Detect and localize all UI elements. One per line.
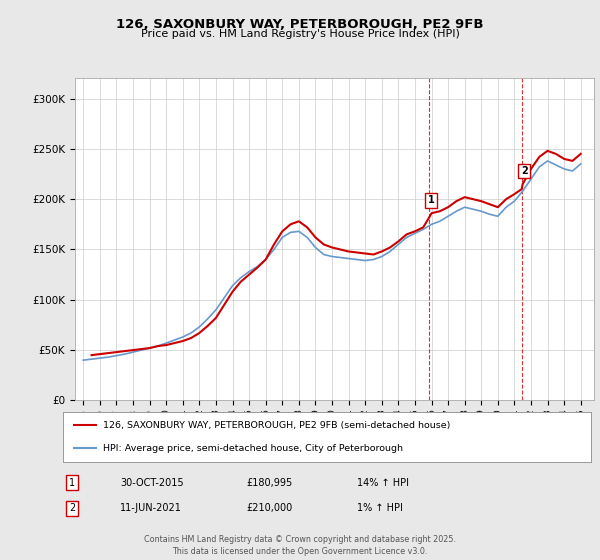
Text: £180,995: £180,995 [246,478,292,488]
Text: 126, SAXONBURY WAY, PETERBOROUGH, PE2 9FB: 126, SAXONBURY WAY, PETERBOROUGH, PE2 9F… [116,18,484,31]
Text: 30-OCT-2015: 30-OCT-2015 [120,478,184,488]
Text: 2: 2 [521,166,527,176]
Text: 1% ↑ HPI: 1% ↑ HPI [357,503,403,514]
Text: 11-JUN-2021: 11-JUN-2021 [120,503,182,514]
Text: 14% ↑ HPI: 14% ↑ HPI [357,478,409,488]
Text: Price paid vs. HM Land Registry's House Price Index (HPI): Price paid vs. HM Land Registry's House … [140,29,460,39]
Text: 1: 1 [428,195,434,205]
Text: HPI: Average price, semi-detached house, City of Peterborough: HPI: Average price, semi-detached house,… [103,444,403,453]
Text: £210,000: £210,000 [246,503,292,514]
Text: 126, SAXONBURY WAY, PETERBOROUGH, PE2 9FB (semi-detached house): 126, SAXONBURY WAY, PETERBOROUGH, PE2 9F… [103,421,450,430]
Text: 2: 2 [69,503,75,514]
Text: 1: 1 [69,478,75,488]
Text: Contains HM Land Registry data © Crown copyright and database right 2025.
This d: Contains HM Land Registry data © Crown c… [144,535,456,556]
